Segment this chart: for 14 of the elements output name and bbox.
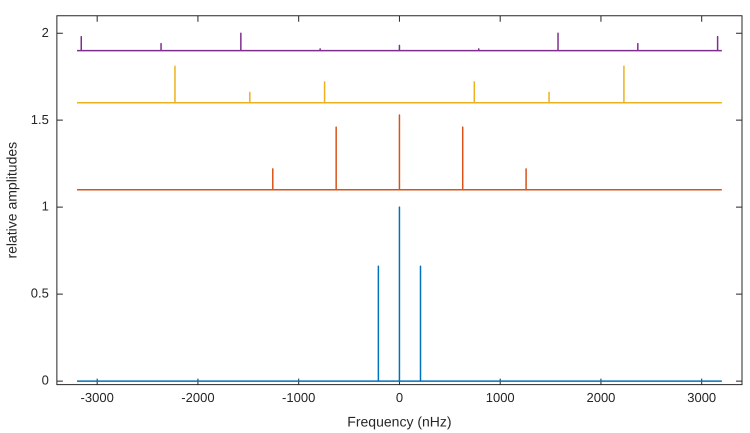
y-tick-label: 1 [42, 198, 49, 214]
x-axis-title: Frequency (nHz) [347, 413, 452, 430]
x-tick-label: -3000 [80, 390, 114, 405]
x-tick-label: 0 [396, 390, 404, 405]
x-tick-label: 3000 [687, 390, 716, 405]
y-tick-label: 0 [42, 372, 49, 388]
x-tick-label: 1000 [486, 390, 515, 405]
y-tick-label: 0.5 [30, 286, 49, 301]
y-axis-title: relative amplitudes [3, 142, 20, 259]
y-tick-label: 2 [42, 24, 49, 40]
x-tick-label: 2000 [586, 390, 616, 405]
x-tick-label: -2000 [181, 390, 215, 405]
x-tick-label: -1000 [282, 390, 316, 405]
y-tick-label: 1.5 [30, 112, 49, 127]
